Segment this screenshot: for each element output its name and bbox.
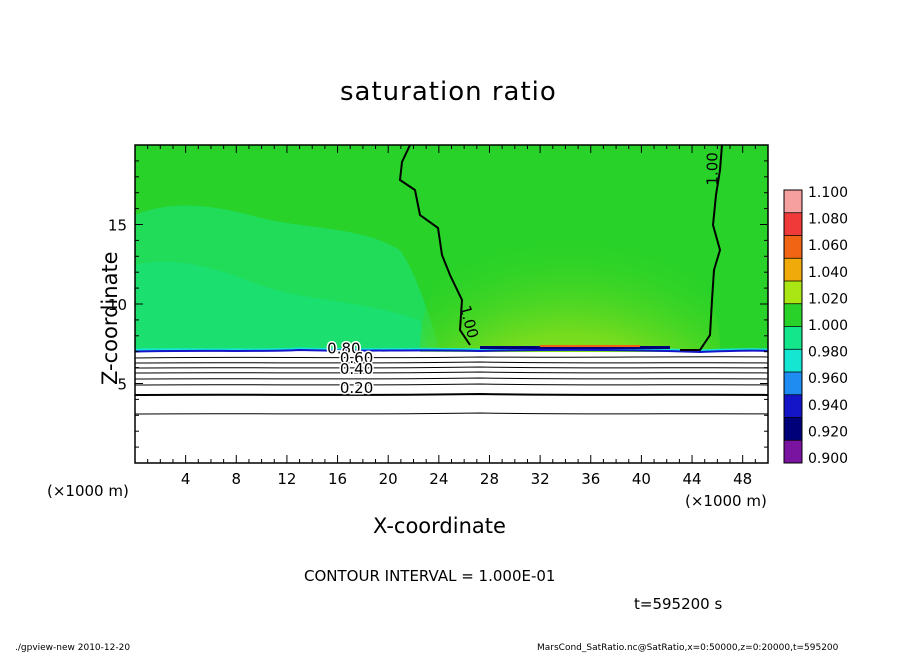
x-tick-label: 44 <box>682 470 701 488</box>
footer-left: ./gpview-new 2010-12-20 <box>15 643 131 653</box>
colorbar-swatch <box>784 394 802 418</box>
colorbar-swatch <box>784 281 802 304</box>
colorbar-swatch <box>784 440 802 463</box>
colorbar-label: 0.960 <box>808 371 848 387</box>
y-axis-ticks: 5 10 15 <box>108 160 768 448</box>
x-tick-label: 36 <box>581 470 600 488</box>
x-tick-label: 8 <box>232 470 242 488</box>
colorbar-swatch <box>784 326 802 350</box>
colorbar-label: 0.900 <box>808 451 848 467</box>
contour-label: 1.00 <box>703 152 721 185</box>
x-tick-label: 16 <box>328 470 347 488</box>
colorbar-label: 1.000 <box>808 318 848 334</box>
y-tick-label: 5 <box>117 376 127 394</box>
x-tick-label: 32 <box>531 470 550 488</box>
x-tick-label: 12 <box>277 470 296 488</box>
x-axis-ticks: 4 8 12 16 20 24 28 32 36 40 44 48 <box>147 145 756 488</box>
y-tick-label: 15 <box>108 217 127 235</box>
colorbar-swatch <box>784 212 802 236</box>
x-tick-label: 4 <box>181 470 191 488</box>
contour-interval: CONTOUR INTERVAL = 1.000E-01 <box>304 567 556 585</box>
x-unit-label: (×1000 m) <box>685 492 767 510</box>
x-tick-label: 24 <box>429 470 448 488</box>
x-tick-label: 40 <box>632 470 651 488</box>
contour-label: 0.80 <box>327 339 360 357</box>
contour-labels: 1.001.000.800.600.400.20 <box>326 152 722 398</box>
x-axis-label: X-coordinate <box>373 514 506 538</box>
colorbar-label: 1.080 <box>808 212 848 228</box>
y-tick-label: 10 <box>108 296 127 314</box>
colorbar-swatch <box>784 372 802 395</box>
colorbar-label: 1.020 <box>808 291 848 307</box>
colorbar: 1.100 1.080 1.060 1.040 1.020 1.000 0.980 0.960… <box>783 185 848 467</box>
contour-label: 0.40 <box>340 360 373 378</box>
contour-label: 0.60 <box>340 349 373 367</box>
colorbar-swatch <box>784 417 802 441</box>
y-axis-label: Z-coordinate <box>98 251 122 385</box>
colorbar-swatch <box>784 258 802 281</box>
colorbar-label: 0.940 <box>808 398 848 414</box>
contour-label: 0.20 <box>340 379 373 397</box>
colorbar-swatch <box>784 190 802 213</box>
colorbar-swatch <box>784 349 802 372</box>
colorbar-swatch <box>784 303 802 327</box>
x-tick-label: 20 <box>379 470 398 488</box>
chart-title: saturation ratio <box>340 77 557 107</box>
colorbar-swatch <box>784 235 802 259</box>
saturation-field <box>135 145 768 463</box>
colorbar-label: 0.920 <box>808 424 848 440</box>
footer-right: MarsCond_SatRatio.nc@SatRatio,x=0:50000,… <box>537 643 839 653</box>
z-unit-label: (×1000 m) <box>47 482 129 500</box>
colorbar-label: 1.040 <box>808 265 848 281</box>
colorbar-label: 1.060 <box>808 238 848 254</box>
time-label: t=595200 s <box>634 595 723 613</box>
colorbar-label: 0.980 <box>808 345 848 361</box>
x-tick-label: 48 <box>733 470 752 488</box>
colorbar-label: 1.100 <box>808 185 848 201</box>
x-tick-label: 28 <box>480 470 499 488</box>
